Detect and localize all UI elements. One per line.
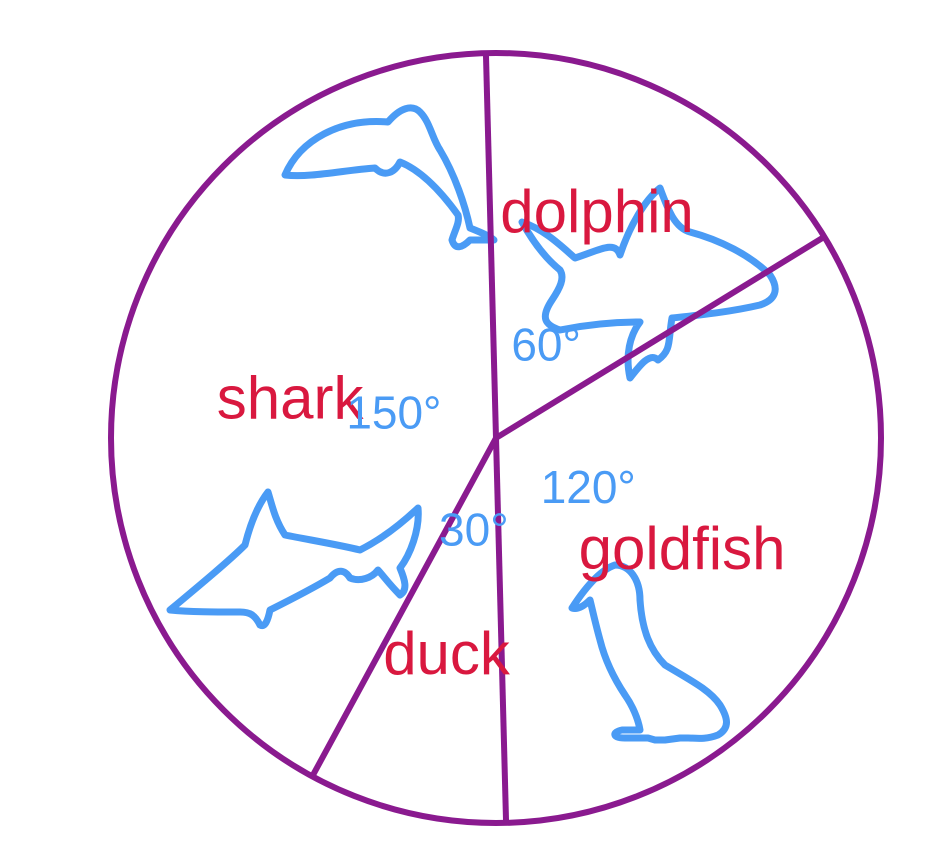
slice-label-shark: shark — [217, 365, 365, 432]
slice-angle-dolphin: 60° — [511, 319, 581, 371]
slice-angle-shark: 150° — [346, 386, 441, 438]
slice-divider-duck — [493, 437, 510, 823]
slice-label-goldfish: goldfish — [579, 515, 786, 582]
slice-label-duck: duck — [383, 620, 511, 687]
goldfish-icon — [518, 184, 779, 382]
slice-divider-shark — [309, 436, 499, 778]
dolphin-icon — [281, 104, 498, 251]
duck-icon — [568, 561, 730, 744]
slice-divider-goldfish — [494, 234, 826, 441]
slice-angle-duck: 30° — [439, 503, 509, 555]
pie-outline — [108, 50, 884, 826]
shark-icon — [166, 488, 422, 630]
slice-divider-dolphin — [482, 53, 499, 439]
slice-label-dolphin: dolphin — [500, 178, 694, 245]
slice-angle-goldfish: 120° — [541, 461, 636, 513]
